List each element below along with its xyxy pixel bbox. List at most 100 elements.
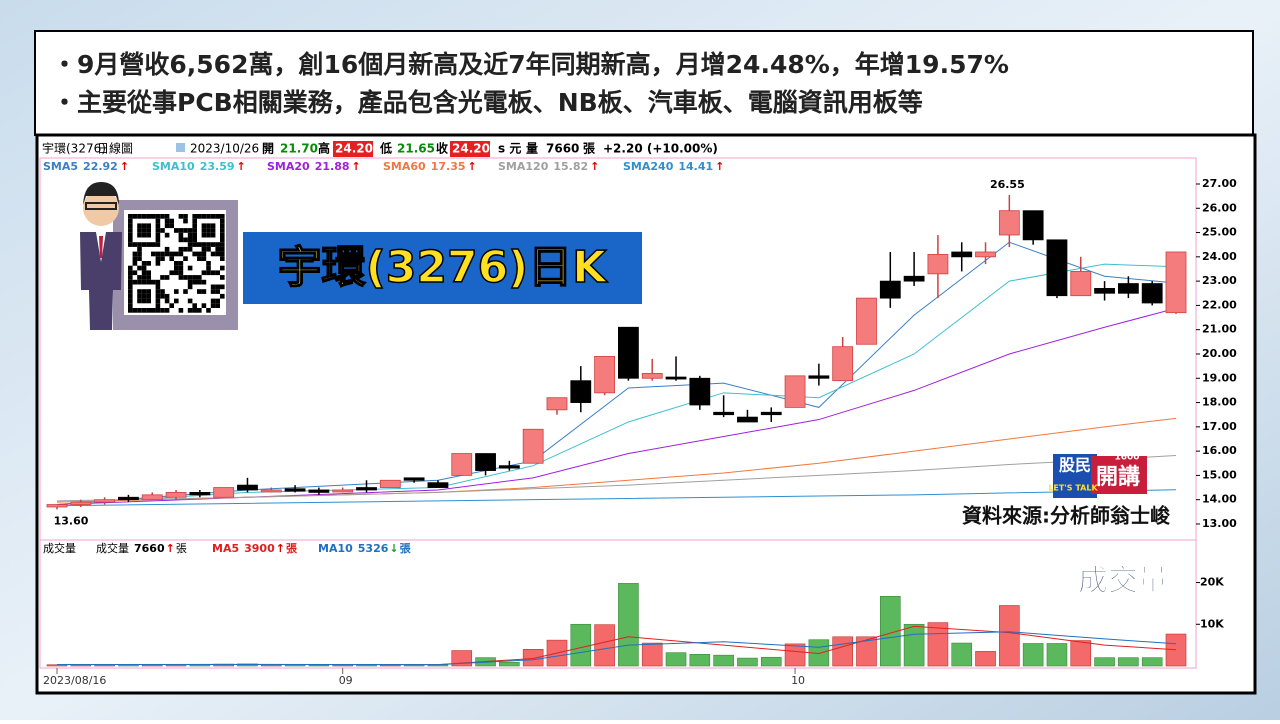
qr-cell: [160, 228, 165, 233]
qr-cell: [128, 298, 133, 304]
qr-cell: [215, 246, 220, 252]
candle-body: [879, 280, 901, 299]
info-text: 21.65: [397, 142, 435, 156]
hair: [83, 182, 119, 205]
volume-bar: [999, 605, 1020, 667]
qr-cell: [178, 261, 184, 266]
qr-cell: [146, 289, 151, 294]
volume-bar: [760, 656, 782, 667]
candle-body: [1094, 288, 1115, 294]
ma-line: [56, 454, 1177, 502]
qr-cell: [155, 289, 161, 294]
qr-cell: [137, 293, 142, 299]
qr-cell: [215, 303, 220, 308]
candle-body: [832, 346, 854, 382]
qr-cell: [146, 242, 151, 247]
qr-cell: [210, 251, 216, 257]
header-line: ・9月營收6,562萬，創16個月新高及近7年同期新高，月增24.48%，年增1…: [52, 50, 1009, 79]
x-tick-label: 10: [791, 674, 805, 687]
candle-body: [760, 411, 782, 416]
legend-part: SMA20: [267, 160, 310, 173]
legend-part: 17.35: [431, 160, 466, 173]
candle-body: [189, 492, 211, 496]
qr-cell: [155, 284, 161, 290]
qr-cell: [187, 228, 193, 233]
legend-part: ↑: [166, 542, 175, 555]
legend-part: MA5: [212, 542, 239, 555]
legend-part: 14.41: [678, 160, 713, 173]
qr-cell: [128, 214, 133, 219]
y-tick-label: 21.00: [1202, 323, 1237, 336]
checkbox: [176, 143, 185, 152]
y-tick-label: 27.00: [1202, 177, 1237, 190]
qr-cell: [128, 293, 133, 299]
y-tick-label: 17.00: [1202, 420, 1237, 433]
candle-body: [1022, 210, 1044, 241]
qr-cell: [183, 237, 188, 243]
qr-cell: [151, 214, 156, 219]
legend-part: 23.59: [200, 160, 235, 173]
qr-cell: [215, 251, 220, 257]
qr-cell: [141, 270, 147, 276]
qr-cell: [155, 237, 161, 243]
volume-bar: [1046, 643, 1068, 667]
qr-cell: [155, 279, 161, 285]
qr-cell: [215, 242, 220, 247]
qr-cell: [192, 223, 197, 229]
qr-cell: [128, 308, 133, 313]
info-text: 高: [318, 141, 330, 156]
candle-body: [260, 489, 282, 493]
candle-body: [856, 297, 877, 345]
qr-cell: [146, 270, 151, 276]
qr-cell: [169, 218, 174, 224]
qr-cell: [128, 265, 133, 271]
qr-cell: [210, 214, 216, 219]
volume-bar: [737, 657, 758, 667]
legend-entry: SMA240 14.41 ↑: [623, 160, 724, 173]
volume-bar: [618, 583, 639, 667]
qr-cell: [201, 246, 207, 252]
qr-cell: [220, 242, 225, 247]
chart-panel: [35, 133, 1257, 695]
qr-cell: [210, 289, 216, 294]
qr-cell: [132, 279, 138, 285]
qr-cell: [128, 237, 133, 243]
qr-cell: [201, 223, 207, 229]
candle-body: [1117, 283, 1139, 294]
qr-cell: [164, 251, 170, 257]
y-tick-label: 23.00: [1202, 274, 1237, 287]
qr-cell: [187, 298, 193, 304]
legend-part: 張: [400, 542, 412, 555]
qr-cell: [155, 251, 161, 257]
qr-cell: [155, 214, 161, 219]
qr-cell: [210, 298, 216, 304]
qr-cell: [155, 256, 161, 261]
qr-cell: [146, 214, 151, 219]
volume-bar: [46, 664, 68, 667]
qr-pattern: [128, 214, 225, 313]
qr-cell: [164, 308, 170, 313]
qr-cell: [187, 246, 193, 252]
qr-cell: [164, 246, 170, 252]
candle-body: [641, 373, 663, 379]
qr-cell: [132, 251, 138, 257]
qr-cell: [164, 232, 170, 238]
qr-cell: [132, 261, 138, 266]
qr-cell: [155, 232, 161, 238]
qr-cell: [132, 256, 138, 261]
header-box: [34, 30, 1254, 136]
qr-cell: [187, 275, 193, 280]
y-tick-label: 26.00: [1202, 201, 1237, 214]
qr-cell: [128, 223, 133, 229]
volume-title: 成交量: [43, 541, 76, 555]
qr-cell: [160, 289, 165, 294]
volume-bar: [856, 636, 877, 667]
qr-cell: [197, 256, 202, 261]
qr-cell: [164, 223, 170, 229]
candle-body: [1046, 239, 1068, 297]
logo-box: [1091, 456, 1147, 494]
qr-cell: [192, 279, 197, 285]
banner-title: 宇環(3276)日K: [278, 242, 609, 293]
qr-cell: [201, 270, 207, 276]
